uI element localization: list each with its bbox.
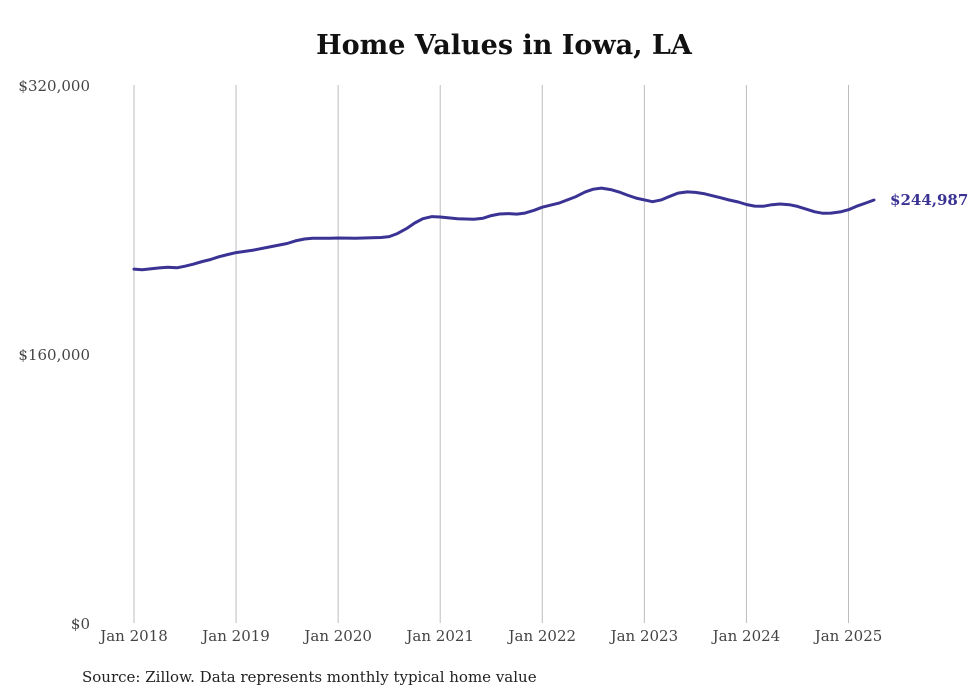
vertical-gridlines	[133, 85, 849, 623]
home-value-line	[132, 186, 876, 272]
x-tick-label: Jan 2018	[98, 627, 168, 645]
x-tick-label: Jan 2022	[507, 627, 577, 645]
y-tick-label: $320,000	[18, 77, 90, 95]
x-axis-tick-labels: Jan 2018 Jan 2019 Jan 2020 Jan 2021 Jan 2022…	[98, 627, 882, 645]
chart-title: Home Values in Iowa, LA	[316, 30, 692, 61]
x-tick-label: Jan 2021	[404, 627, 474, 645]
x-tick-label: Jan 2025	[813, 627, 883, 645]
y-axis-tick-labels: $0 $160,000 $320,000	[18, 77, 90, 633]
x-tick-label: Jan 2023	[609, 627, 679, 645]
y-tick-label: $160,000	[18, 346, 90, 364]
chart-source-note: Source: Zillow. Data represents monthly …	[82, 668, 537, 686]
y-tick-label: $0	[71, 615, 90, 633]
x-tick-label: Jan 2024	[711, 627, 781, 645]
x-tick-label: Jan 2019	[200, 627, 270, 645]
x-tick-label: Jan 2020	[302, 627, 372, 645]
latest-value-label: $244,987	[890, 191, 968, 209]
